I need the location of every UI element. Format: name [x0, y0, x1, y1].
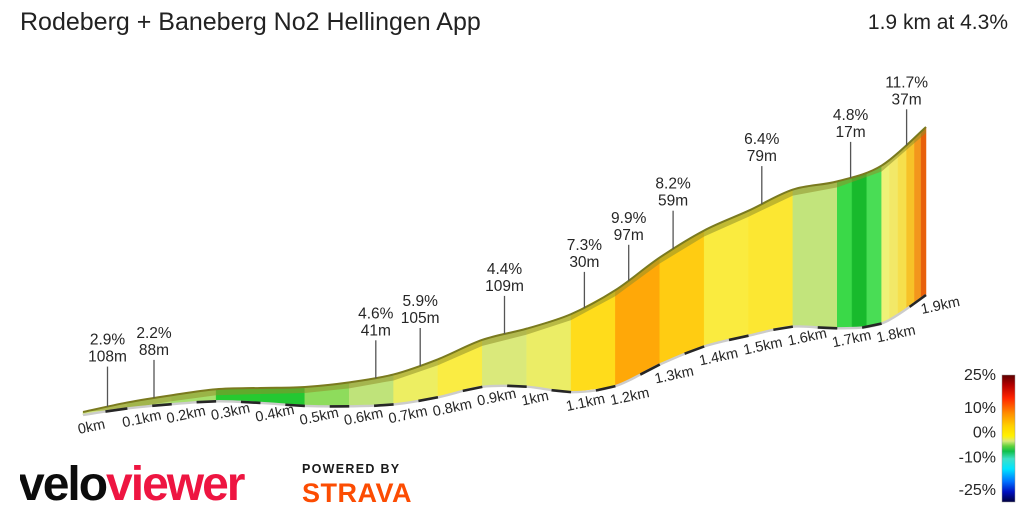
svg-text:1.9km: 1.9km — [920, 294, 962, 318]
svg-text:108m: 108m — [88, 349, 127, 366]
svg-text:6.4%: 6.4% — [744, 131, 780, 148]
svg-text:105m: 105m — [401, 310, 440, 327]
svg-text:0.3km: 0.3km — [210, 400, 252, 424]
svg-text:41m: 41m — [361, 322, 391, 339]
svg-text:0km: 0km — [77, 417, 107, 438]
svg-text:1.1km: 1.1km — [565, 391, 607, 415]
svg-text:9.9%: 9.9% — [611, 210, 647, 227]
svg-text:1.6km: 1.6km — [786, 326, 828, 350]
svg-text:1.3km: 1.3km — [653, 364, 695, 388]
svg-text:1.5km: 1.5km — [742, 335, 784, 359]
svg-text:1km: 1km — [520, 388, 550, 409]
svg-text:0.6km: 0.6km — [343, 405, 385, 429]
svg-text:0.5km: 0.5km — [298, 405, 340, 429]
svg-text:1.8km: 1.8km — [875, 323, 917, 347]
svg-text:1.2km: 1.2km — [609, 385, 651, 409]
svg-text:8.2%: 8.2% — [655, 176, 691, 193]
svg-text:4.8%: 4.8% — [833, 107, 869, 124]
svg-text:4.4%: 4.4% — [487, 261, 523, 278]
svg-text:25%: 25% — [964, 367, 996, 384]
svg-text:5.9%: 5.9% — [403, 293, 439, 310]
svg-text:0.7km: 0.7km — [387, 403, 429, 427]
svg-text:37m: 37m — [892, 91, 922, 108]
svg-text:0%: 0% — [973, 425, 996, 442]
svg-text:109m: 109m — [485, 278, 524, 295]
svg-text:0.8km: 0.8km — [431, 396, 473, 420]
svg-text:11.7%: 11.7% — [885, 74, 928, 91]
svg-text:1.4km: 1.4km — [698, 346, 740, 370]
svg-text:10%: 10% — [964, 400, 996, 417]
svg-text:0.4km: 0.4km — [254, 402, 296, 426]
svg-text:STRAVA: STRAVA — [302, 478, 412, 508]
svg-text:1.7km: 1.7km — [831, 327, 873, 351]
svg-text:-10%: -10% — [959, 450, 996, 467]
svg-text:17m: 17m — [836, 124, 866, 141]
svg-text:97m: 97m — [614, 227, 644, 244]
svg-text:POWERED BY: POWERED BY — [302, 462, 400, 476]
svg-text:0.9km: 0.9km — [476, 386, 518, 410]
svg-text:7.3%: 7.3% — [567, 237, 603, 254]
svg-text:79m: 79m — [747, 148, 777, 165]
svg-text:0.2km: 0.2km — [165, 403, 207, 427]
svg-text:88m: 88m — [139, 342, 169, 359]
svg-text:59m: 59m — [658, 193, 688, 210]
svg-text:30m: 30m — [569, 254, 599, 271]
svg-text:2.2%: 2.2% — [136, 325, 172, 342]
svg-text:2.9%: 2.9% — [90, 332, 126, 349]
svg-text:veloviewer: veloviewer — [20, 458, 245, 511]
svg-text:0.1km: 0.1km — [121, 407, 163, 431]
svg-text:4.6%: 4.6% — [358, 305, 394, 322]
svg-text:-25%: -25% — [959, 482, 996, 499]
